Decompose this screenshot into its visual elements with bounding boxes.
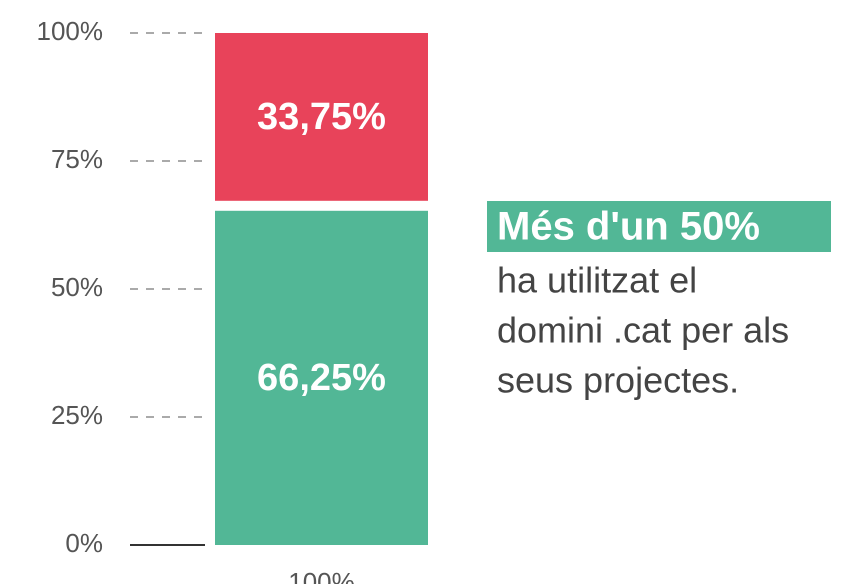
bar-segment	[215, 210, 428, 546]
annotation-text: seus projectes.	[497, 360, 739, 401]
annotation-title: Més d'un 50%	[497, 205, 760, 249]
y-tick-label: 25%	[51, 400, 103, 430]
y-tick-label: 0%	[65, 528, 103, 558]
annotation-highlight	[487, 201, 831, 252]
x-tick-label: 100%	[288, 567, 355, 584]
value-label: 66,25%	[257, 357, 386, 399]
bar-segment	[215, 33, 428, 201]
value-label: 33,75%	[257, 96, 386, 138]
y-tick-label: 75%	[51, 144, 103, 174]
y-tick-label: 50%	[51, 272, 103, 302]
annotation-text: ha utilitzat el	[497, 260, 697, 301]
annotation-text: domini .cat per als	[497, 310, 789, 351]
y-tick-label: 100%	[37, 16, 104, 46]
